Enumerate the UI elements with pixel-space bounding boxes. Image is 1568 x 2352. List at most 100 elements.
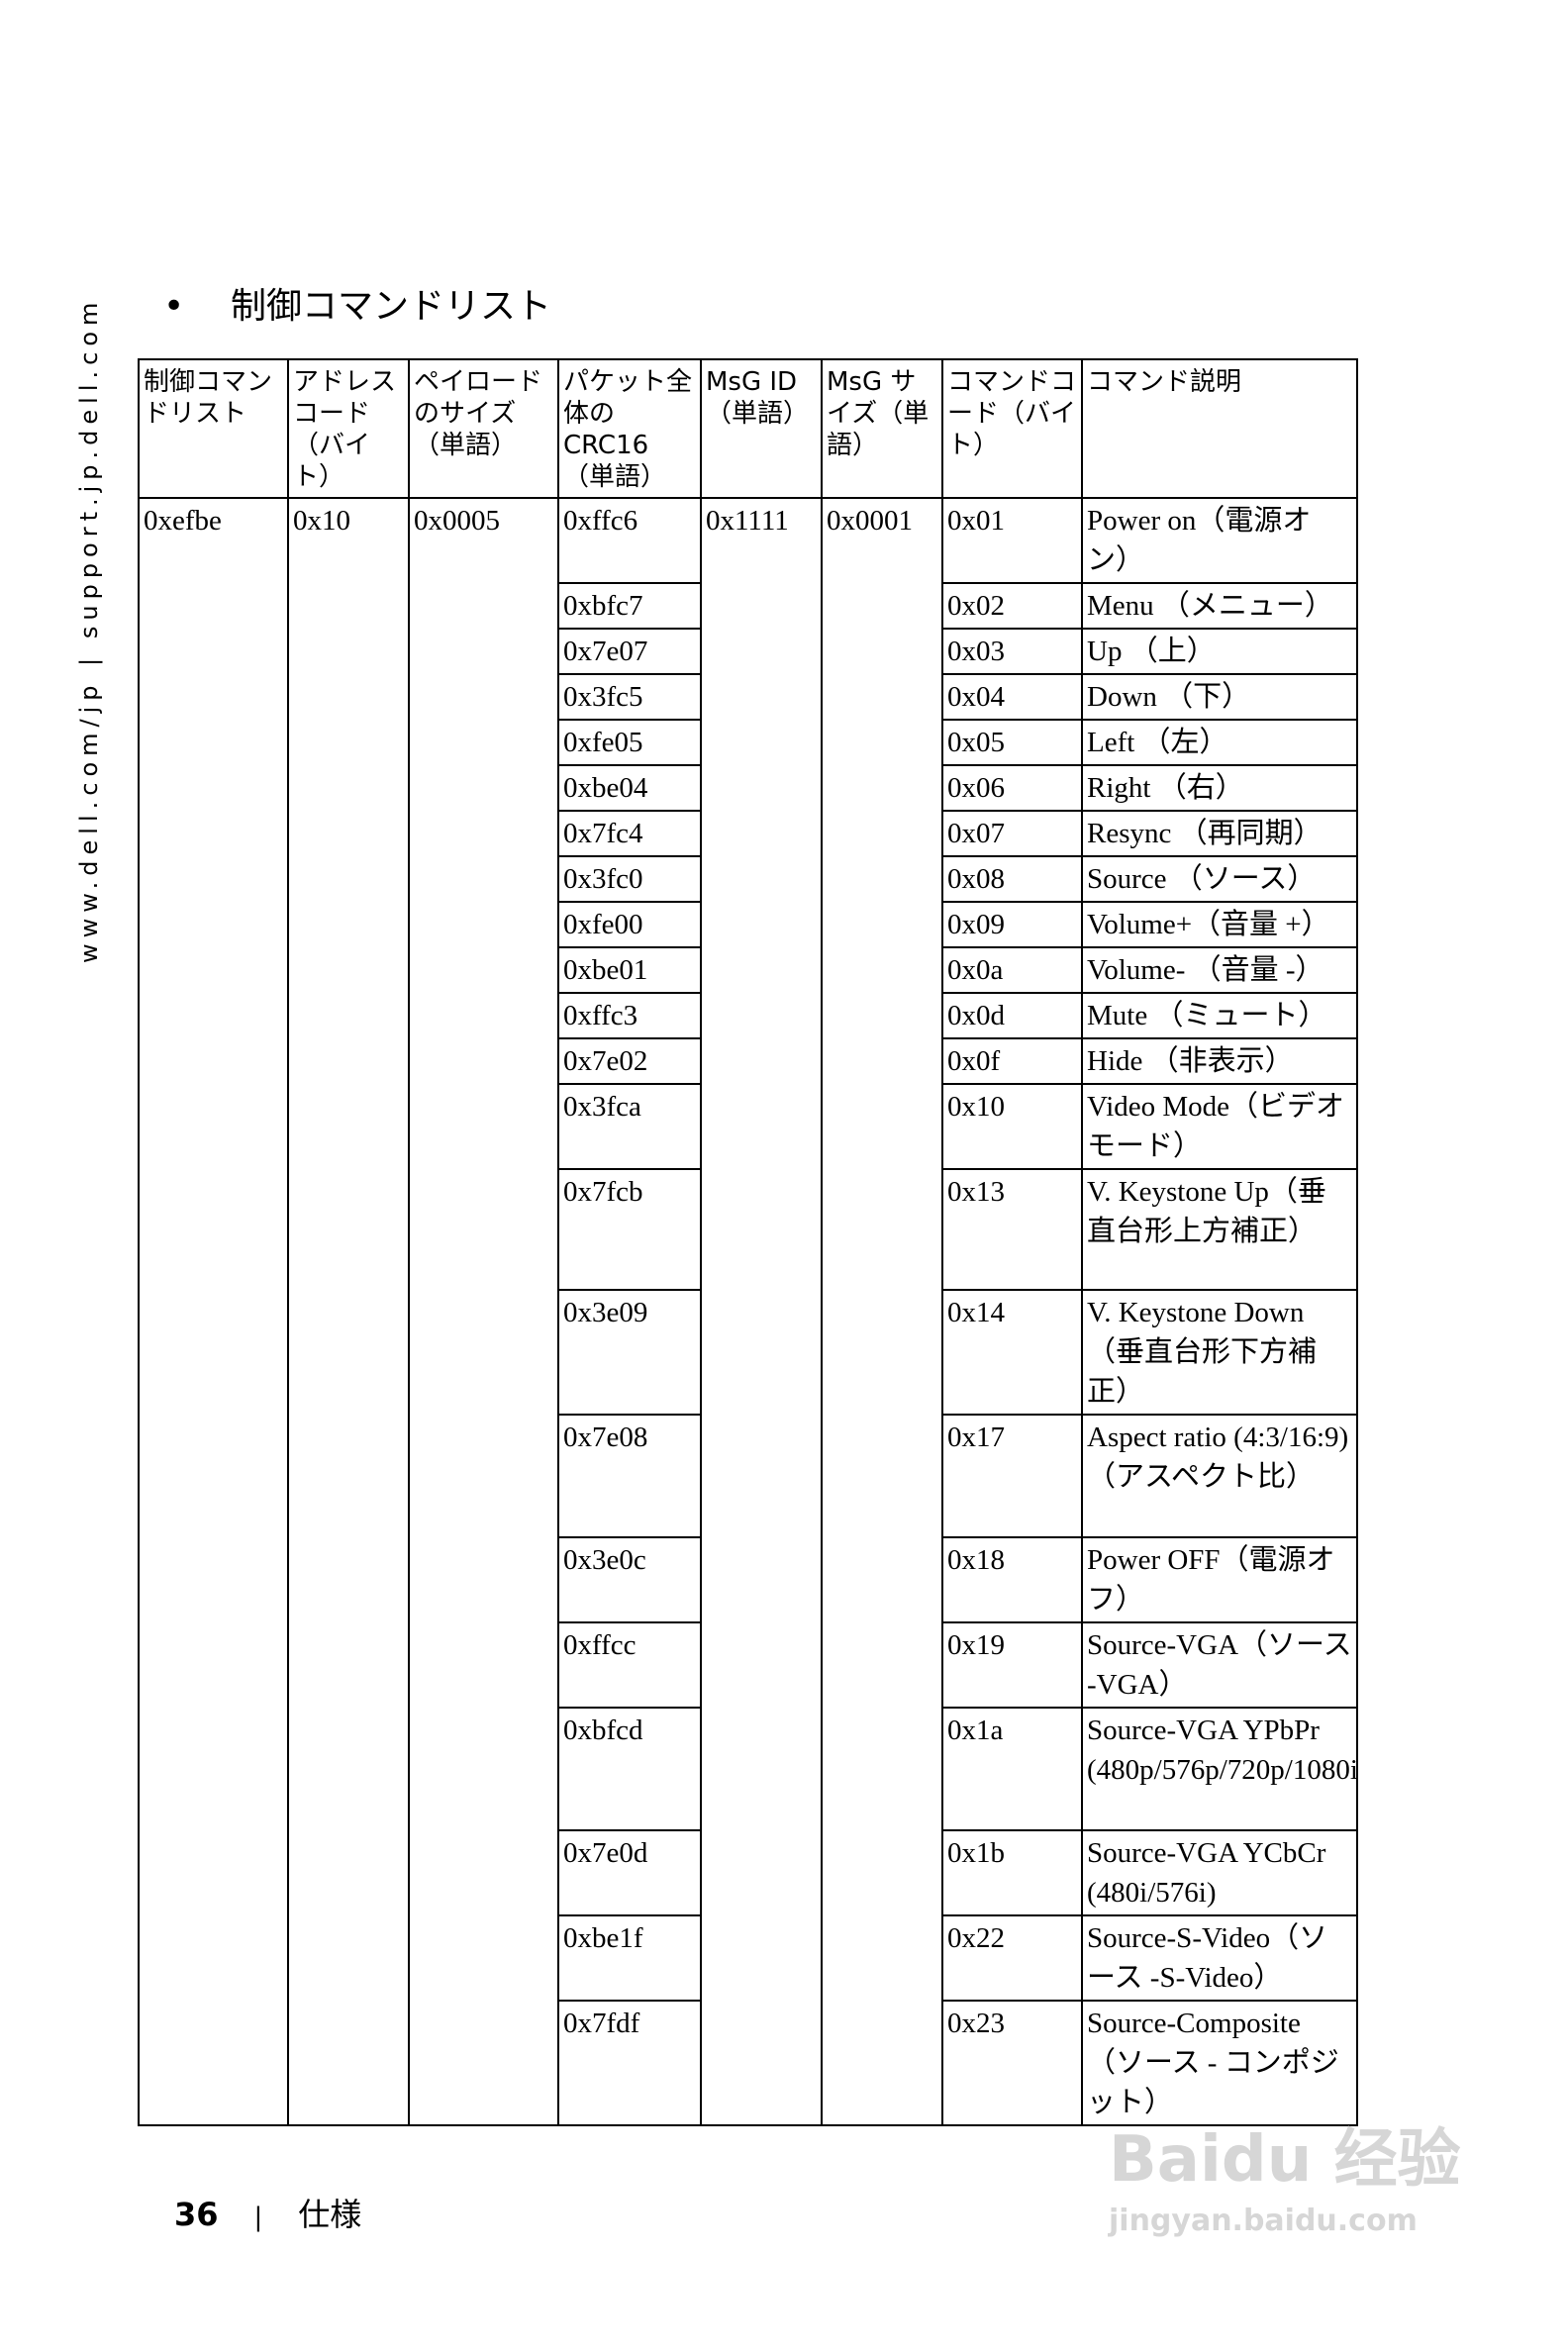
crc-cell: 0xbfc7 (557, 582, 702, 630)
crc-cell: 0x7fdf (557, 2000, 702, 2126)
command-description-cell: Video Mode（ビデオモード） (1081, 1083, 1358, 1170)
command-code-cell: 0x1b (941, 1829, 1083, 1916)
command-description-cell: V. Keystone Down（垂直台形下方補正） (1081, 1289, 1358, 1416)
table-row: 0x7e02 0x0f Hide （非表示） (139, 1037, 1358, 1085)
command-code-cell: 0x03 (941, 628, 1083, 675)
bullet: • (163, 286, 185, 327)
crc-cell: 0xbe04 (557, 764, 702, 812)
table-row: 0x3fca 0x10 Video Mode（ビデオモード） (139, 1083, 1358, 1170)
watermark-logo: Baidu 经验 (1109, 2123, 1461, 2197)
command-code-cell: 0x23 (941, 2000, 1083, 2126)
command-description-cell: Left （左） (1081, 719, 1358, 766)
footer-separator: | (253, 2203, 263, 2232)
table-header-row: 制御コマンドリスト アドレスコード（バイト） ペイロードのサイズ（単語） パケッ… (138, 358, 1358, 499)
table-row: 0xfe00 0x09 Volume+（音量 +） (139, 901, 1358, 948)
table-row: 0x3e0c 0x18 Power OFF（電源オフ） (139, 1536, 1358, 1623)
command-description-cell: Right （右） (1081, 764, 1358, 812)
command-description-cell: Mute （ミュート） (1081, 992, 1358, 1039)
table-row: 0x3fc5 0x04 Down （下） (139, 673, 1358, 721)
command-description-cell: Menu （メニュー） (1081, 582, 1358, 630)
control-command-table: 制御コマンドリスト アドレスコード（バイト） ペイロードのサイズ（単語） パケッ… (138, 358, 1358, 2126)
table-row: 0xbe1f 0x22 Source-S-Video（ソース -S-Video） (139, 1914, 1358, 2002)
header-cell: コマンドコード（バイト） (941, 358, 1083, 499)
page-number: 36 (174, 2196, 219, 2233)
table-row: 0xfe05 0x05 Left （左） (139, 719, 1358, 766)
crc-cell: 0x3fc0 (557, 855, 702, 903)
command-code-cell: 0x0f (941, 1037, 1083, 1085)
command-description-cell: V. Keystone Up（垂直台形上方補正） (1081, 1168, 1358, 1291)
command-code-cell: 0x06 (941, 764, 1083, 812)
table-row: 0x3fc0 0x08 Source （ソース） (139, 855, 1358, 903)
command-description-cell: Power OFF（電源オフ） (1081, 1536, 1358, 1623)
command-code-cell: 0x19 (941, 1621, 1083, 1709)
command-code-cell: 0x08 (941, 855, 1083, 903)
table-row: 0x7e08 0x17 Aspect ratio (4:3/16:9)（アスペクト比… (139, 1414, 1358, 1538)
command-description-cell: Source-VGA YCbCr (480i/576i) (1081, 1829, 1358, 1916)
crc-cell: 0x3fca (557, 1083, 702, 1170)
crc-cell: 0x3e0c (557, 1536, 702, 1623)
crc-cell: 0x7fcb (557, 1168, 702, 1291)
command-description-cell: Up （上） (1081, 628, 1358, 675)
crc-cell: 0xbe1f (557, 1914, 702, 2002)
table-row: 0xbe04 0x06 Right （右） (139, 764, 1358, 812)
header-cell: アドレスコード（バイト） (287, 358, 410, 499)
header-cell: パケット全体のCRC16（単語） (557, 358, 702, 499)
table-row: 0x7fdf 0x23 Source-Composite（ソース - コンポジット） (139, 2000, 1358, 2126)
command-code-cell: 0x0d (941, 992, 1083, 1039)
command-code-cell: 0x0a (941, 946, 1083, 994)
msg-size-cell: 0x0001 (821, 497, 943, 2126)
command-description-cell: Resync （再同期） (1081, 810, 1358, 857)
payload-size-cell: 0x0005 (408, 497, 559, 2126)
header-cell: ペイロードのサイズ（単語） (408, 358, 559, 499)
table-row: 0xbfcd 0x1a Source-VGA YPbPr (480p/576p/72… (139, 1707, 1358, 1831)
command-code-cell: 0x04 (941, 673, 1083, 721)
header-cell: MsG サイズ（単語） (821, 358, 943, 499)
crc-cell: 0x7e02 (557, 1037, 702, 1085)
crc-cell: 0x7e0d (557, 1829, 702, 1916)
crc-cell: 0x7e08 (557, 1414, 702, 1538)
command-description-cell: Source-VGA YPbPr (480p/576p/720p/1080i) (1081, 1707, 1358, 1831)
side-url-text: www.dell.com/jp | support.jp.dell.com (75, 296, 103, 963)
table-row: 0xbe01 0x0a Volume- （音量 -） (139, 946, 1358, 994)
command-code-cell: 0x05 (941, 719, 1083, 766)
crc-cell: 0x3fc5 (557, 673, 702, 721)
command-code-cell: 0x17 (941, 1414, 1083, 1538)
command-code-cell: 0x13 (941, 1168, 1083, 1291)
command-description-cell: Source-VGA（ソース -VGA） (1081, 1621, 1358, 1709)
header-cell: MsG ID（単語） (700, 358, 823, 499)
crc-cell: 0x7fc4 (557, 810, 702, 857)
table-row: 0x7e07 0x03 Up （上） (139, 628, 1358, 675)
table-row: 0x7e0d 0x1b Source-VGA YCbCr (480i/576i) (139, 1829, 1358, 1916)
crc-cell: 0xbfcd (557, 1707, 702, 1831)
crc-cell: 0xffcc (557, 1621, 702, 1709)
page-footer: 36 | 仕様 (174, 2190, 361, 2235)
command-description-cell: Volume- （音量 -） (1081, 946, 1358, 994)
command-description-cell: Power on（電源オン） (1081, 497, 1358, 584)
table-row: 0x7fc4 0x07 Resync （再同期） (139, 810, 1358, 857)
command-code-cell: 0x14 (941, 1289, 1083, 1416)
table-row: 0xefbe 0x10 0x0005 0xffc6 0x1111 0x0001 0x01 Po… (138, 497, 1358, 2126)
command-code-cell: 0x18 (941, 1536, 1083, 1623)
watermark-url: jingyan.baidu.com (1109, 2204, 1418, 2238)
table-row: 0xffcc 0x19 Source-VGA（ソース -VGA） (139, 1621, 1358, 1709)
command-code-cell: 0x10 (941, 1083, 1083, 1170)
table-row: 0xbfc7 0x02 Menu （メニュー） (139, 582, 1358, 630)
header-cell: コマンド説明 (1081, 358, 1358, 499)
command-code-cell: 0x22 (941, 1914, 1083, 2002)
command-description-cell: Source-S-Video（ソース -S-Video） (1081, 1914, 1358, 2002)
command-code-cell: 0x09 (941, 901, 1083, 948)
msg-id-cell: 0x1111 (700, 497, 823, 2126)
title-text: 制御コマンドリスト (231, 286, 552, 327)
crc-cell: 0x3e09 (557, 1289, 702, 1416)
table-row: 0xffc3 0x0d Mute （ミュート） (139, 992, 1358, 1039)
command-code-cell: 0x1a (941, 1707, 1083, 1831)
control-list-cell: 0xefbe (138, 497, 289, 2126)
section-title: • 制御コマンドリスト (163, 277, 551, 329)
crc-cell: 0xbe01 (557, 946, 702, 994)
crc-cell: 0xfe00 (557, 901, 702, 948)
command-code-cell: 0x02 (941, 582, 1083, 630)
command-description-cell: Source （ソース） (1081, 855, 1358, 903)
address-code-cell: 0x10 (287, 497, 410, 2126)
table-row: 0x7fcb 0x13 V. Keystone Up（垂直台形上方補正） (139, 1168, 1358, 1291)
command-code-cell: 0x07 (941, 810, 1083, 857)
